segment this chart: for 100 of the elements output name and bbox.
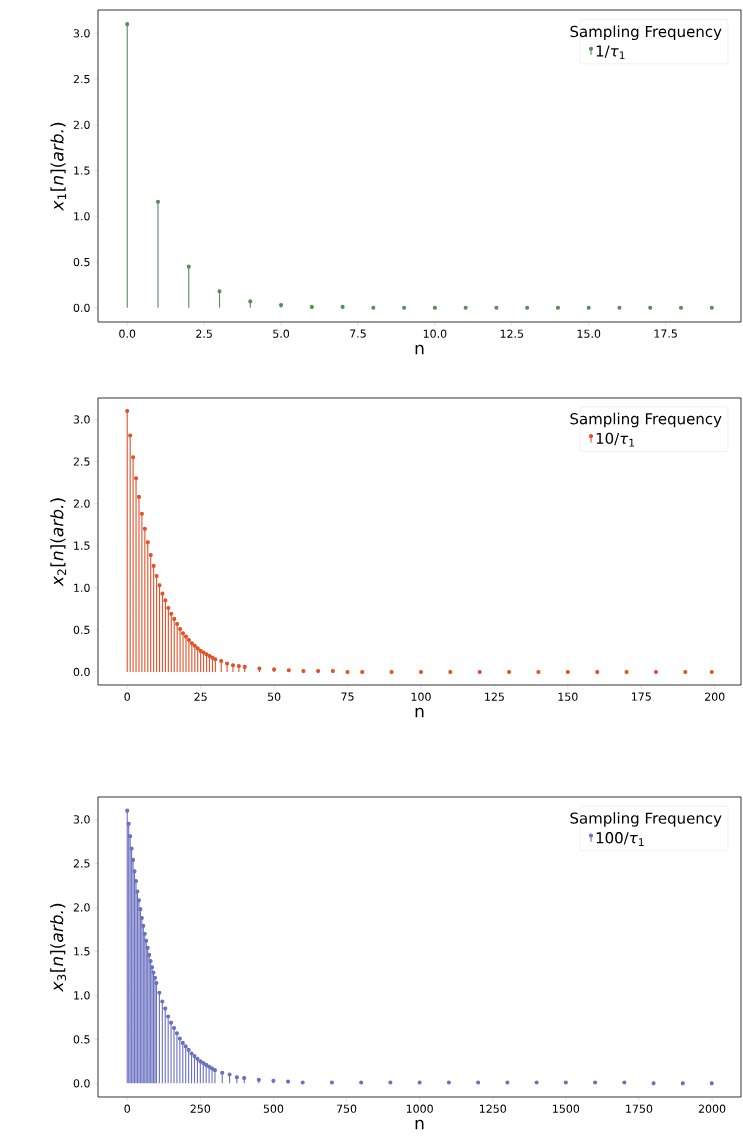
point: [402, 305, 407, 310]
y-tick-label: 0.0: [73, 303, 90, 312]
y-tick-label: 1.0: [74, 583, 90, 592]
point: [142, 526, 147, 531]
point: [494, 305, 499, 310]
y-tick-label: 1.0: [74, 991, 90, 1000]
point: [219, 658, 224, 664]
x-tick-label: 12.5: [500, 329, 524, 338]
point: [448, 669, 453, 674]
point: [360, 669, 365, 674]
point: [709, 305, 714, 310]
y-tick-label: 0.5: [73, 1035, 90, 1044]
y-tick-label: 3.0: [73, 29, 90, 38]
point: [301, 669, 306, 674]
x-tick-label: 200: [705, 692, 725, 701]
x-tick-label: 250: [190, 1104, 211, 1113]
x-tick-label: 10.0: [423, 329, 447, 338]
point: [525, 305, 530, 310]
x-tick-label: 50: [267, 692, 281, 701]
point: [154, 573, 159, 579]
x-tick-label: 2000: [698, 1104, 726, 1113]
point: [225, 661, 230, 666]
point: [678, 305, 684, 310]
point: [198, 648, 203, 653]
point: [183, 634, 189, 639]
x-tick-label: 15.0: [577, 329, 601, 338]
point: [345, 669, 350, 674]
x-tick-label: 0: [124, 692, 130, 701]
point: [166, 605, 171, 611]
point: [136, 494, 142, 499]
x-tick-label: 1250: [479, 1104, 506, 1113]
y-tick-label: 2.0: [73, 120, 90, 129]
point: [565, 669, 570, 674]
x-tick-label: 1750: [626, 1104, 653, 1113]
x-tick-label: 1500: [553, 1104, 580, 1113]
point: [195, 646, 200, 651]
point: [180, 631, 186, 636]
x-axis-title: n: [415, 1119, 424, 1130]
legend-label: 1/τ$_{1}$: [596, 45, 625, 60]
point: [178, 626, 183, 632]
y-tick-label: 2.0: [73, 499, 90, 508]
point: [128, 433, 133, 438]
y-tick-label: 2.5: [73, 859, 90, 868]
y-axis-title: x$_{3}$[n](arb.): [50, 903, 67, 993]
point: [160, 591, 165, 596]
y-tick-label: 3.0: [73, 815, 90, 824]
point: [586, 305, 591, 310]
point: [595, 669, 600, 674]
legend-label: 100/τ$_{1}$: [596, 832, 644, 846]
point: [248, 299, 253, 304]
x-tick-label: 175: [631, 692, 651, 701]
point: [653, 669, 659, 674]
point: [236, 664, 241, 669]
point: [230, 663, 236, 668]
point: [418, 669, 424, 674]
y-tick-label: 1.0: [74, 212, 90, 221]
y-tick-label: 2.5: [73, 74, 90, 84]
y-tick-label: 1.5: [74, 541, 90, 550]
point: [186, 264, 191, 269]
point: [683, 669, 688, 674]
y-tick-label: 2.5: [73, 457, 90, 466]
legend-title: Sampling Frequency: [570, 812, 722, 827]
point: [507, 669, 512, 674]
y-tick-label: 1.5: [74, 947, 90, 956]
point: [175, 621, 180, 627]
x-tick-label: 25: [194, 692, 207, 701]
x-tick-label: 750: [336, 1104, 357, 1113]
point: [186, 637, 191, 643]
x-tick-label: 150: [558, 692, 578, 701]
point: [316, 669, 321, 674]
point: [477, 669, 482, 674]
point: [432, 305, 437, 310]
x-tick-label: 500: [263, 1104, 284, 1113]
y-axis-title: x$_{1}$[n](arb.): [50, 122, 67, 212]
x-tick-label: 100: [411, 692, 431, 701]
y-tick-label: 1.5: [74, 166, 90, 175]
point: [648, 305, 653, 310]
point: [536, 669, 541, 674]
point: [145, 540, 150, 545]
x-tick-label: 125: [485, 692, 504, 701]
x-tick-label: 17.5: [654, 329, 677, 338]
point: [163, 598, 168, 603]
y-tick-label: 0.5: [73, 625, 90, 635]
x-axis-title: n: [415, 707, 424, 718]
point: [201, 650, 206, 655]
point: [555, 305, 560, 310]
point: [371, 305, 376, 310]
x-tick-label: 1000: [406, 1104, 433, 1113]
point: [155, 199, 161, 204]
point: [125, 22, 130, 27]
point: [709, 669, 714, 674]
legend-title: Sampling Frequency: [570, 412, 722, 428]
point: [169, 611, 174, 616]
point: [242, 664, 247, 669]
point: [133, 476, 139, 481]
point: [189, 641, 194, 646]
point: [309, 304, 314, 309]
x-tick-label: 2.5: [196, 329, 212, 338]
point: [125, 408, 130, 414]
y-tick-label: 0.5: [73, 257, 90, 267]
